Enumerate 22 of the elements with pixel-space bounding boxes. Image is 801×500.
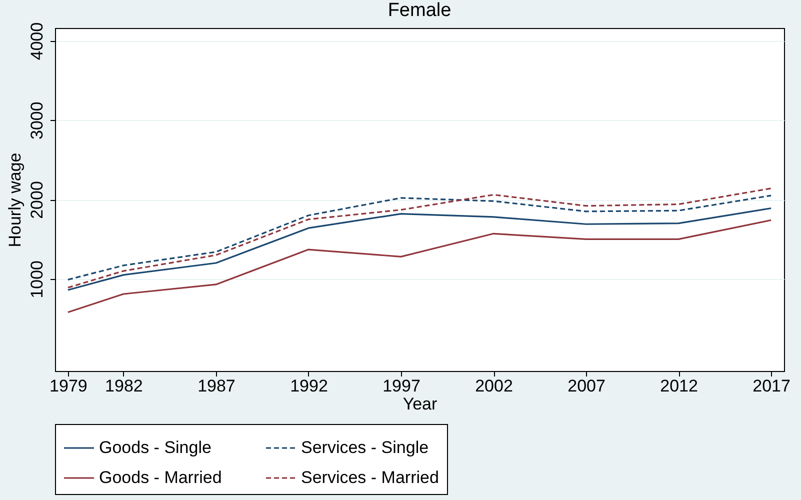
x-tick-label: 2017 xyxy=(752,376,790,396)
x-tick-label: 1997 xyxy=(382,376,420,396)
legend-label: Goods - Married xyxy=(99,468,222,487)
x-tick-label: 2002 xyxy=(475,376,513,396)
x-tick-label: 2007 xyxy=(568,376,606,396)
legend-label: Services - Married xyxy=(301,468,439,487)
legend-label: Goods - Single xyxy=(99,438,212,457)
y-tick-label: 1000 xyxy=(28,260,46,298)
y-tick-label: 2000 xyxy=(28,181,46,219)
y-axis-title: Hourly wage xyxy=(6,152,24,248)
x-axis-title: Year xyxy=(402,394,438,414)
x-tick-label: 1979 xyxy=(50,376,88,396)
line-series xyxy=(67,219,772,314)
line-series xyxy=(67,207,772,291)
x-tick-label: 1992 xyxy=(290,376,328,396)
chart-title: Female xyxy=(388,0,452,21)
x-tick-label: 2012 xyxy=(660,376,698,396)
y-tick-label: 3000 xyxy=(28,102,46,140)
legend-label: Services - Single xyxy=(301,438,429,457)
x-tick-label: 1982 xyxy=(105,376,143,396)
y-tick-label: 4000 xyxy=(28,22,46,60)
x-tick-label: 1987 xyxy=(198,376,236,396)
